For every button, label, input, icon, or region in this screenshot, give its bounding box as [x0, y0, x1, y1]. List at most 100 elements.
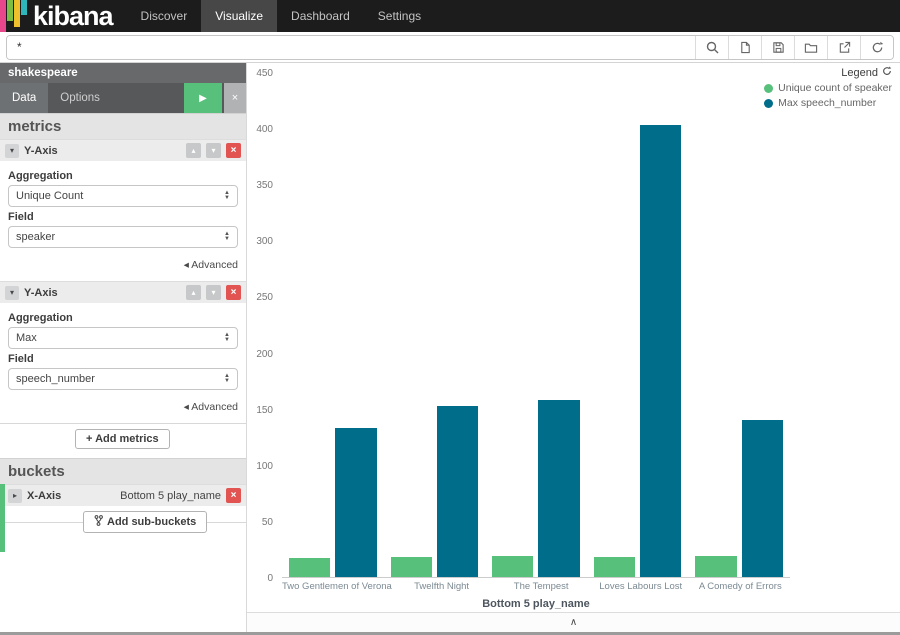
search-button[interactable] — [695, 35, 728, 59]
y-tick-label: 350 — [256, 180, 273, 192]
bar-max-speech-number[interactable] — [640, 124, 682, 577]
agg-title: Y-Axis — [24, 286, 58, 299]
refresh-button[interactable] — [860, 35, 893, 59]
nav-visualize[interactable]: Visualize — [201, 0, 278, 32]
nav-discover[interactable]: Discover — [140, 9, 188, 23]
kibana-logo[interactable]: kibana — [0, 0, 114, 32]
y-tick-label: 50 — [261, 516, 273, 528]
bar-group — [384, 73, 486, 577]
bar-max-speech-number[interactable] — [436, 405, 479, 577]
metric-agg-form-2: Aggregation Max ▲ ▼ Field speech_number ▲… — [0, 303, 246, 423]
move-down-button[interactable]: ▾ — [206, 285, 221, 300]
bar-max-speech-number[interactable] — [538, 400, 580, 577]
tab-data[interactable]: Data — [0, 83, 49, 113]
move-up-button[interactable]: ▴ — [186, 143, 201, 158]
agg-title: X-Axis — [27, 489, 62, 502]
field-label: Field — [8, 211, 34, 223]
aggregation-select[interactable]: Unique Count ▲ ▼ — [8, 185, 238, 207]
export-icon — [838, 41, 851, 54]
aggregation-select[interactable]: Max ▲ ▼ — [8, 327, 238, 349]
legend-item-unique-count[interactable]: Unique count of speaker — [764, 82, 892, 94]
bar-group — [485, 73, 587, 577]
field-select[interactable]: speech_number ▲ ▼ — [8, 368, 238, 390]
share-visualization-button[interactable] — [827, 35, 860, 59]
metric-agg-panel-1: ▾ Y-Axis ▴ ▾ × Aggregation Unique Count … — [0, 139, 246, 281]
tab-options[interactable]: Options — [60, 92, 100, 104]
bar-unique-count-of-speaker[interactable] — [390, 556, 432, 577]
bar-unique-count-of-speaker[interactable] — [695, 555, 737, 577]
metric-agg-panel-2: ▾ Y-Axis ▴ ▾ × Aggregation Max ▲ ▼ Field … — [0, 281, 246, 423]
visualization-canvas: Legend Unique count of speaker Max speec… — [247, 63, 900, 632]
close-icon: × — [231, 92, 239, 104]
save-visualization-button[interactable] — [761, 35, 794, 59]
x-category-label: A Comedy of Errors — [698, 581, 782, 592]
query-box — [6, 34, 894, 60]
y-tick-label: 200 — [256, 348, 273, 360]
x-category-label: Two Gentlemen of Verona — [282, 581, 392, 592]
select-caret-icon: ▲ ▼ — [224, 231, 230, 242]
agg-title: Y-Axis — [24, 144, 58, 157]
triangle-left-icon: ◂ — [183, 259, 189, 271]
x-category-label: The Tempest — [513, 581, 569, 592]
remove-agg-button[interactable]: × — [226, 285, 241, 300]
fork-icon — [94, 515, 103, 529]
select-caret-icon: ▲ ▼ — [224, 373, 230, 384]
main-area: shakespeare Data Options ▶ × metrics ▾ Y… — [0, 63, 900, 632]
chevron-down-icon[interactable]: ▾ — [5, 285, 19, 300]
chevron-up-icon: ∧ — [569, 617, 578, 628]
advanced-toggle[interactable]: ◂ Advanced — [183, 259, 238, 271]
add-sub-buckets-button[interactable]: Add sub-buckets — [83, 511, 208, 533]
apply-changes-button[interactable]: ▶ — [184, 83, 222, 113]
spy-panel-bar: ∧ — [247, 612, 900, 632]
aggregation-label: Aggregation — [8, 312, 73, 324]
bar-max-speech-number[interactable] — [335, 428, 377, 577]
discard-changes-button[interactable]: × — [224, 83, 246, 113]
metric-agg-header-1: ▾ Y-Axis ▴ ▾ × — [0, 139, 246, 161]
aggregation-value: Max — [16, 332, 37, 344]
x-axis-title: Bottom 5 play_name — [482, 598, 590, 610]
metric-agg-header-2: ▾ Y-Axis ▴ ▾ × — [0, 281, 246, 303]
legend-swatch-teal — [764, 98, 774, 108]
refresh-icon — [871, 41, 884, 54]
bar-unique-count-of-speaker[interactable] — [593, 556, 636, 577]
new-document-icon — [739, 41, 752, 54]
bar-group — [587, 73, 689, 577]
move-down-button[interactable]: ▾ — [206, 143, 221, 158]
nav-dashboard[interactable]: Dashboard — [291, 9, 350, 23]
bucket-agg-header: ▸ X-Axis Bottom 5 play_name × — [5, 484, 246, 506]
add-metrics-button[interactable]: + Add metrics — [75, 429, 170, 449]
load-visualization-button[interactable] — [794, 35, 827, 59]
kibana-logo-icon — [0, 0, 28, 32]
y-tick-label: 450 — [256, 68, 273, 79]
bar-unique-count-of-speaker[interactable] — [492, 555, 534, 577]
x-category-label: Loves Labours Lost — [599, 581, 683, 592]
tabs-spacer — [112, 83, 184, 113]
y-tick-label: 100 — [256, 460, 273, 472]
legend-item-max-speech[interactable]: Max speech_number — [764, 97, 892, 109]
y-tick-label: 150 — [256, 404, 273, 416]
index-pattern-label: shakespeare — [0, 63, 246, 83]
remove-agg-button[interactable]: × — [226, 488, 241, 503]
remove-agg-button[interactable]: × — [226, 143, 241, 158]
field-select[interactable]: speaker ▲ ▼ — [8, 226, 238, 248]
metric-agg-form-1: Aggregation Unique Count ▲ ▼ Field speake… — [0, 161, 246, 281]
save-icon — [772, 41, 785, 54]
bucket-agg-panel-1: ▸ X-Axis Bottom 5 play_name × Add sub-bu… — [0, 484, 246, 552]
bar-max-speech-number[interactable] — [741, 420, 783, 577]
visualization-editor-sidebar: shakespeare Data Options ▶ × metrics ▾ Y… — [0, 63, 247, 632]
advanced-toggle[interactable]: ◂ Advanced — [183, 401, 238, 413]
move-up-button[interactable]: ▴ — [186, 285, 201, 300]
spy-panel-toggle[interactable]: ∧ — [539, 617, 609, 628]
chevron-down-icon[interactable]: ▾ — [5, 143, 19, 158]
x-axis-labels: Two Gentlemen of Verona Twelfth Night The … — [282, 581, 790, 595]
new-visualization-button[interactable] — [728, 35, 761, 59]
chevron-right-icon[interactable]: ▸ — [8, 488, 22, 503]
legend-toggle-icon[interactable] — [882, 66, 892, 79]
nav-settings[interactable]: Settings — [377, 9, 422, 23]
query-input[interactable] — [7, 35, 695, 59]
bar-unique-count-of-speaker[interactable] — [289, 557, 331, 577]
brand-name: kibana — [33, 1, 114, 31]
main-nav: Discover Visualize Dashboard Settings — [127, 0, 436, 32]
y-tick-label: 250 — [256, 292, 273, 304]
